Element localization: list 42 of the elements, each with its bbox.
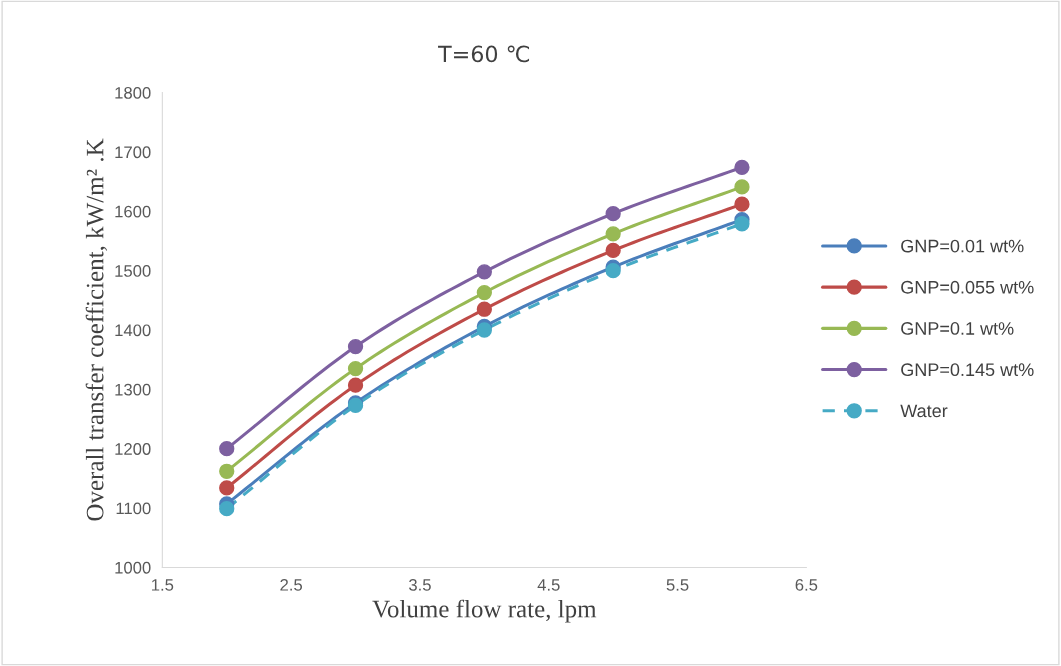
y-tick-label: 1200 — [115, 443, 151, 455]
y-tick-label: 1600 — [115, 205, 151, 218]
point — [734, 159, 750, 176]
y-tick-label: 1500 — [115, 265, 151, 277]
point — [476, 264, 492, 280]
point — [347, 338, 364, 355]
point — [219, 480, 235, 496]
point — [734, 179, 750, 195]
point — [219, 441, 235, 457]
point — [347, 377, 364, 393]
y-tick-label: 1400 — [115, 324, 151, 337]
x-tick-label: 6.5 — [795, 578, 818, 591]
point — [734, 216, 750, 232]
y-axis-title: Overall transfer coefficient, kW/m² .K — [85, 138, 108, 521]
point — [219, 463, 235, 479]
point — [734, 196, 750, 212]
x-tick-label: 5.5 — [666, 579, 689, 591]
x-tick-label: 1.5 — [152, 579, 174, 591]
point — [605, 226, 621, 242]
y-tick-label: 1300 — [115, 383, 151, 396]
point — [605, 242, 621, 259]
legend-label: GNP=0.1 wt% — [901, 322, 1014, 335]
y-tick-label: 1000 — [115, 561, 151, 574]
point — [476, 322, 492, 338]
chart-title: T=60 ℃ — [438, 45, 530, 63]
point — [476, 284, 492, 301]
y-tick-label: 1100 — [116, 502, 151, 515]
x-tick-label: 4.5 — [537, 579, 560, 591]
x-tick-label: 3.5 — [409, 578, 431, 591]
x-axis-title: Volume flow rate, lpm — [372, 599, 597, 623]
legend-label: GNP=0.055 wt% — [901, 280, 1034, 294]
y-tick-label: 1700 — [115, 146, 151, 159]
point — [605, 206, 621, 222]
legend-label: GNP=0.01 wt% — [901, 239, 1024, 253]
y-tick-label: 1800 — [115, 86, 151, 99]
x-tick-label: 2.5 — [280, 578, 303, 591]
point — [347, 360, 364, 377]
point — [605, 263, 621, 279]
point — [219, 501, 235, 517]
legend-label: Water — [900, 404, 948, 418]
legend-label: GNP=0.145 wt% — [901, 363, 1034, 377]
point — [476, 301, 492, 317]
